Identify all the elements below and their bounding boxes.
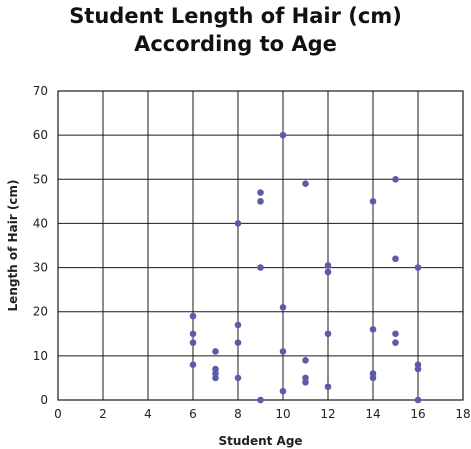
chart-title-line-2: According to Age — [134, 32, 337, 56]
data-point — [234, 220, 242, 227]
x-tick-label: 14 — [365, 407, 380, 421]
y-axis-label: Length of Hair (cm) — [6, 180, 20, 312]
data-point — [302, 180, 309, 187]
data-point — [234, 321, 242, 329]
data-points — [189, 131, 422, 404]
data-point — [392, 330, 399, 338]
x-axis-ticks: 0 2 4 6 8 10 12 14 16 18 — [54, 407, 470, 421]
data-point — [189, 312, 197, 320]
data-point — [324, 268, 332, 276]
x-tick-label: 2 — [99, 407, 107, 421]
y-tick-label: 30 — [33, 261, 48, 275]
data-point — [302, 356, 309, 364]
y-tick-label: 60 — [33, 128, 48, 142]
y-tick-label: 10 — [33, 349, 48, 363]
y-tick-label: 40 — [33, 216, 48, 230]
data-point — [369, 326, 377, 333]
data-point — [189, 361, 197, 368]
chart-title-line-1: Student Length of Hair (cm) — [69, 4, 402, 28]
data-point — [324, 330, 332, 338]
data-point — [414, 396, 422, 404]
plot-frame — [57, 90, 464, 401]
data-point — [257, 198, 264, 205]
data-point — [189, 339, 197, 346]
data-point — [234, 339, 242, 346]
data-point — [257, 189, 264, 196]
chart-title: Student Length of Hair (cm) According to… — [0, 2, 471, 58]
y-tick-label: 20 — [33, 305, 48, 319]
y-tick-label: 70 — [33, 84, 48, 98]
data-point — [234, 374, 242, 382]
data-point — [189, 330, 197, 338]
data-point — [369, 374, 377, 382]
x-tick-label: 0 — [54, 407, 62, 421]
data-point — [369, 198, 377, 205]
x-tick-label: 8 — [234, 407, 242, 421]
x-tick-label: 16 — [410, 407, 425, 421]
x-tick-label: 4 — [144, 407, 152, 421]
x-axis-label: Student Age — [218, 434, 302, 448]
y-tick-label: 50 — [33, 172, 48, 186]
x-tick-label: 12 — [320, 407, 335, 421]
y-tick-label: 0 — [40, 393, 48, 407]
data-point — [324, 383, 332, 391]
x-tick-label: 18 — [455, 407, 470, 421]
data-point — [279, 387, 287, 395]
data-point — [257, 396, 264, 404]
data-point — [279, 131, 287, 139]
data-point — [279, 348, 287, 355]
data-point — [302, 379, 309, 386]
x-tick-label: 6 — [189, 407, 197, 421]
data-point — [414, 264, 422, 271]
data-point — [414, 365, 422, 373]
data-point — [392, 339, 399, 346]
data-point — [257, 264, 264, 271]
data-point — [212, 348, 219, 355]
data-point — [212, 374, 219, 382]
data-point — [324, 262, 332, 269]
y-axis-ticks: 0 10 20 30 40 50 60 70 — [33, 84, 48, 407]
data-point — [279, 304, 287, 311]
data-point — [392, 175, 399, 183]
data-point — [392, 255, 399, 263]
grid — [57, 90, 464, 401]
x-tick-label: 10 — [275, 407, 290, 421]
